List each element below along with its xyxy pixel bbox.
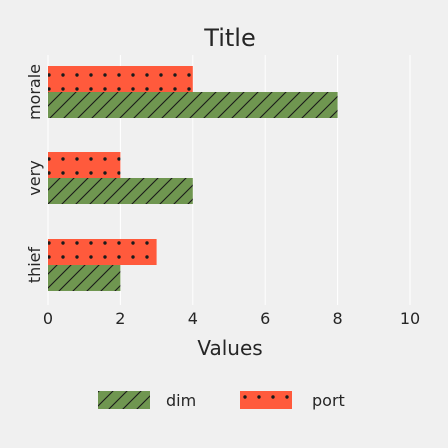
y-tick-label: morale [25, 64, 44, 120]
bars [48, 66, 338, 291]
bar-port-thief [48, 239, 157, 265]
bar-dim-morale [48, 92, 338, 118]
legend-label-dim: dim [166, 391, 196, 410]
axis-ticks: 0 2 4 6 8 10 thief very morale [25, 64, 420, 328]
y-tick-label: very [25, 160, 44, 195]
x-axis-label: Values [197, 336, 262, 360]
bar-dim-thief [48, 265, 121, 291]
legend-label-port: port [312, 391, 345, 410]
legend-swatch-port [240, 391, 292, 409]
bar-dim-very [48, 178, 193, 204]
bar-port-very [48, 152, 121, 178]
y-tick-label: thief [25, 246, 44, 283]
bar-port-morale [48, 66, 193, 92]
x-tick-label: 2 [115, 309, 125, 328]
x-tick-label: 10 [400, 309, 420, 328]
x-tick-label: 6 [260, 309, 270, 328]
x-tick-label: 0 [43, 309, 53, 328]
chart-title: Title [203, 24, 255, 52]
legend: dim port [98, 391, 345, 410]
legend-swatch-dim [98, 391, 150, 409]
x-tick-label: 8 [333, 309, 343, 328]
x-tick-label: 4 [188, 309, 198, 328]
